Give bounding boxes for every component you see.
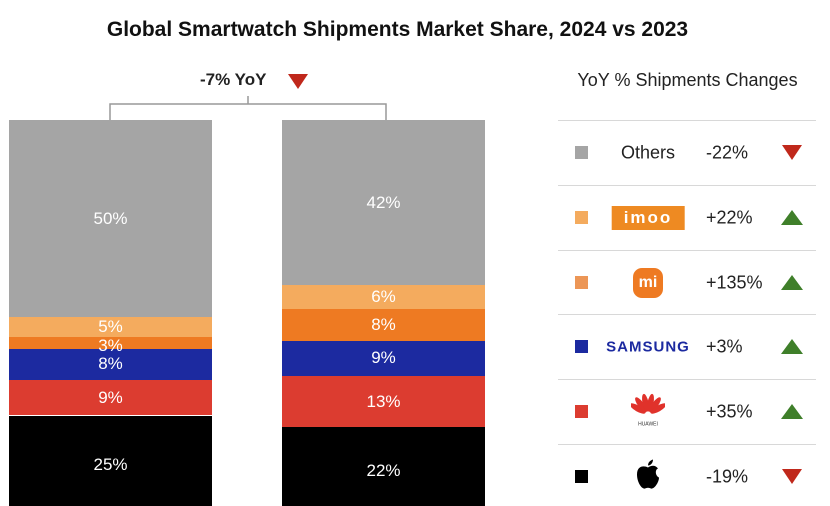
bar-segment-huawei [9, 380, 212, 416]
data-label: 5% [98, 316, 123, 336]
legend-divider [558, 379, 816, 380]
up-triangle-icon [781, 403, 803, 419]
bar-segment-others [282, 120, 485, 286]
data-label: 9% [371, 348, 396, 368]
bar-segment-samsung [282, 340, 485, 377]
bar-segment-samsung [9, 348, 212, 381]
legend-divider [558, 314, 816, 315]
legend-change-value: +35% [706, 401, 753, 421]
bar-segment-imoo [9, 317, 212, 337]
bar-segment-huawei [282, 376, 485, 428]
data-label: 25% [93, 454, 128, 474]
chart-title: Global Smartwatch Shipments Market Share… [106, 18, 689, 41]
legend-divider [558, 185, 816, 186]
yoy-annotation: -7% YoY [200, 70, 267, 89]
data-label: 8% [371, 314, 396, 334]
xiaomi-logo: mi [633, 267, 663, 298]
legend-swatch [575, 469, 588, 483]
svg-text:HUAWEI: HUAWEI [638, 421, 658, 426]
huawei-logo: HUAWEI [629, 392, 667, 431]
legend-swatch [575, 404, 588, 418]
bar-segment-imoo [282, 285, 485, 310]
legend-change-value: +22% [706, 207, 753, 227]
up-triangle-icon [781, 274, 803, 290]
up-triangle-icon [781, 338, 803, 354]
up-triangle-icon [781, 209, 803, 225]
data-label: 8% [98, 354, 123, 374]
legend-change-value: -22% [706, 142, 749, 162]
down-triangle-icon [288, 74, 308, 89]
legend-divider [558, 444, 816, 445]
imoo-logo: imoo [611, 205, 685, 230]
bar-segment-xiaomi [9, 336, 212, 349]
legend-swatch [575, 145, 588, 159]
bar-segment-others [9, 120, 212, 317]
data-label: 9% [98, 387, 123, 407]
bar-segment-xiaomi [282, 309, 485, 341]
legend-swatch [575, 275, 588, 289]
legend-title: YoY % Shipments Changes [577, 70, 798, 90]
apple-logo [635, 459, 661, 494]
legend-change-value: +135% [706, 272, 763, 292]
legend-change-value: +3% [706, 336, 743, 356]
bar-segment-apple [9, 415, 212, 506]
data-label: 22% [366, 460, 401, 480]
legend-label-others: Others [620, 142, 676, 162]
data-label: 6% [371, 287, 396, 307]
down-triangle-icon [782, 144, 802, 160]
legend-divider [558, 250, 816, 251]
legend-swatch [575, 210, 588, 224]
legend-divider [558, 120, 816, 121]
samsung-logo: SAMSUNG [606, 338, 690, 355]
down-triangle-icon [782, 468, 802, 484]
legend-swatch [575, 339, 588, 353]
bar-segment-apple [282, 427, 485, 506]
data-label: 13% [366, 391, 401, 411]
data-label: 3% [98, 335, 123, 355]
data-label: 42% [366, 192, 401, 212]
legend-change-value: -19% [706, 466, 749, 486]
data-label: 50% [93, 208, 128, 228]
